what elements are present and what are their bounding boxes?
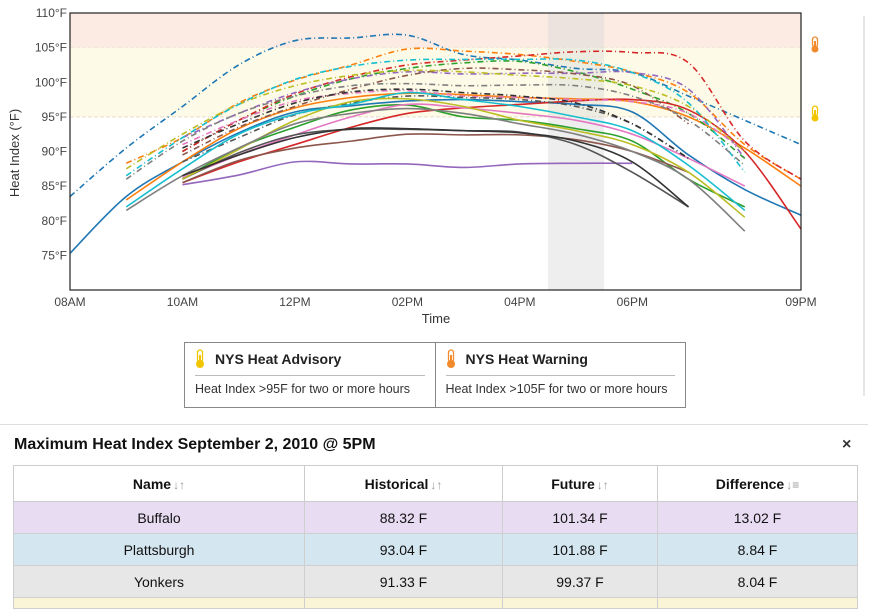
thermometer-orange-icon <box>446 349 455 368</box>
cell-name: Plattsburgh <box>13 533 305 566</box>
series-line-16[interactable] <box>182 95 689 163</box>
y-tick-label: 95°F <box>42 110 67 124</box>
current-time-highlight <box>547 13 605 290</box>
legend-advisory-desc: Heat Index >95F for two or more hours <box>195 382 411 396</box>
series-line-14[interactable] <box>182 89 746 153</box>
series-line-10[interactable] <box>182 70 746 159</box>
series-line-2[interactable] <box>69 33 802 198</box>
series-line-8[interactable] <box>182 50 802 180</box>
series-line-17[interactable] <box>182 97 746 218</box>
cell-historical: 88.32 F <box>304 501 503 534</box>
cell-empty <box>502 597 658 609</box>
cell-difference: 8.04 F <box>657 565 858 598</box>
x-tick-label: 04PM <box>504 295 535 309</box>
heat-index-chart: 75°F 80°F 85°F 90°F 95°F 100°F 105°F 110°F 08AM… <box>7 6 819 326</box>
cell-difference: 8.84 F <box>657 533 858 566</box>
cell-historical: 93.04 F <box>304 533 503 566</box>
y-tick-label: 90°F <box>42 145 67 159</box>
x-tick-label: 12PM <box>279 295 310 309</box>
y-tick-label: 85°F <box>42 179 67 193</box>
close-icon[interactable]: × <box>842 436 852 453</box>
series-line-13[interactable] <box>182 103 746 187</box>
cell-future: 99.37 F <box>502 565 658 598</box>
y-tick-label: 80°F <box>42 214 67 228</box>
table-row[interactable]: Plattsburgh 93.04 F 101.88 F 8.84 F <box>13 533 858 566</box>
x-tick-label: 02PM <box>392 295 423 309</box>
cell-future: 101.88 F <box>502 533 658 566</box>
column-header-name[interactable]: Name ↓↑ <box>13 465 305 502</box>
legend-advisory-title: NYS Heat Advisory <box>215 351 342 367</box>
table-row[interactable]: Buffalo 88.32 F 101.34 F 13.02 F <box>13 501 858 534</box>
cell-name: Buffalo <box>13 501 305 534</box>
x-tick-label: 10AM <box>167 295 198 309</box>
advisory-band-thermometer-icon <box>811 105 819 122</box>
legend-warning-desc: Heat Index >105F for two or more hours <box>445 382 668 396</box>
y-tick-label: 105°F <box>35 41 67 55</box>
series-line-3[interactable] <box>125 92 802 201</box>
cell-name: Yonkers <box>13 565 305 598</box>
y-tick-label: 75°F <box>42 248 67 262</box>
column-header-future[interactable]: Future ↓↑ <box>502 465 658 502</box>
cell-difference: 13.02 F <box>657 501 858 534</box>
column-header-difference[interactable]: Difference ↓≡ <box>657 465 858 502</box>
cell-empty <box>657 597 858 609</box>
plot-frame <box>69 12 802 291</box>
legend-warning-title: NYS Heat Warning <box>465 351 588 367</box>
legend-heat-warning[interactable]: NYS Heat Warning Heat Index >105F for tw… <box>434 343 686 407</box>
sort-icon[interactable]: ↓≡ <box>786 477 800 492</box>
y-tick-label: 100°F <box>35 75 67 89</box>
sort-icon[interactable]: ↓↑ <box>173 477 186 492</box>
series-line-11[interactable] <box>182 133 689 184</box>
panel-divider <box>0 424 868 425</box>
band-warning <box>70 13 801 48</box>
series-line-9[interactable] <box>182 160 633 186</box>
series-line-20[interactable] <box>125 58 746 177</box>
heat-legend: NYS Heat Advisory Heat Index >95F for tw… <box>184 342 686 408</box>
panel-title: Maximum Heat Index September 2, 2010 @ 5… <box>14 436 376 453</box>
x-tick-label: 06PM <box>617 295 648 309</box>
chart-scrollbar[interactable] <box>863 16 865 396</box>
sort-icon[interactable]: ↓↑ <box>596 477 609 492</box>
series-line-12[interactable] <box>182 67 689 156</box>
x-axis-title: Time <box>422 311 450 326</box>
legend-heat-advisory[interactable]: NYS Heat Advisory Heat Index >95F for tw… <box>185 343 435 407</box>
series-line-24[interactable] <box>182 88 689 160</box>
x-tick-label: 09PM <box>785 295 816 309</box>
series-line-21[interactable] <box>125 107 746 232</box>
series-line-22[interactable] <box>125 82 746 180</box>
series-line-19[interactable] <box>125 91 746 211</box>
heat-index-table: Name ↓↑ Historical ↓↑ Future ↓↑ Difference ↓… <box>13 465 858 609</box>
table-header-row: Name ↓↑ Historical ↓↑ Future ↓↑ Difference ↓… <box>13 465 858 502</box>
column-header-historical[interactable]: Historical ↓↑ <box>304 465 503 502</box>
table-row[interactable]: Yonkers 91.33 F 99.37 F 8.04 F <box>13 565 858 598</box>
cell-future: 101.34 F <box>502 501 658 534</box>
x-tick-label: 08AM <box>54 295 85 309</box>
sort-icon[interactable]: ↓↑ <box>430 477 443 492</box>
warning-band-thermometer-icon <box>811 36 819 53</box>
table-row-partial[interactable] <box>13 597 858 609</box>
y-axis-title: Heat Index (°F) <box>7 109 22 197</box>
cell-historical: 91.33 F <box>304 565 503 598</box>
band-advisory <box>70 47 801 117</box>
cell-empty <box>304 597 503 609</box>
y-tick-label: 110°F <box>36 6 67 20</box>
series-line-23[interactable] <box>182 127 690 208</box>
cell-empty <box>13 597 305 609</box>
thermometer-yellow-icon <box>196 349 204 368</box>
